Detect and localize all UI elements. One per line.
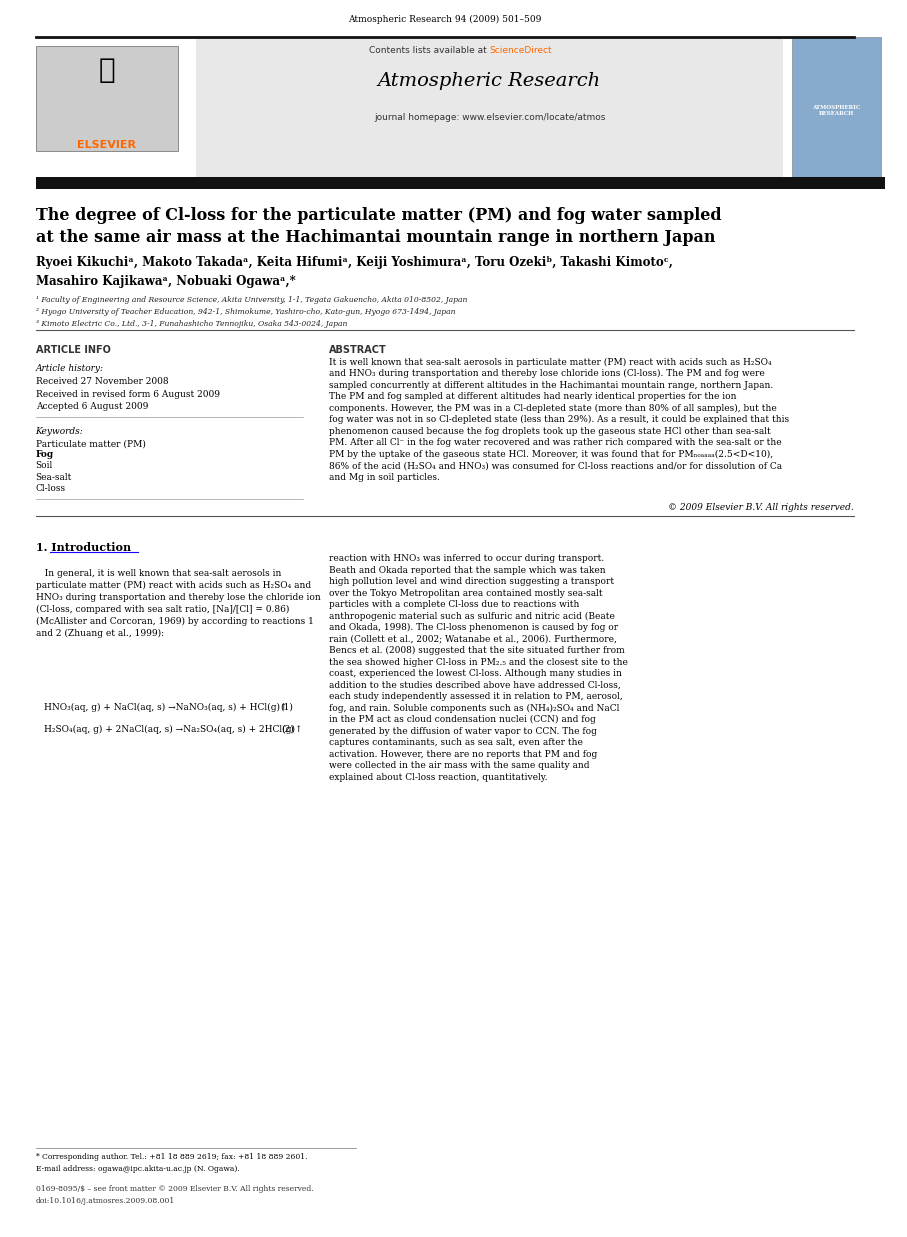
Text: at the same air mass at the Hachimantai mountain range in northern Japan: at the same air mass at the Hachimantai … — [35, 229, 715, 246]
Text: reaction with HNO₃ was inferred to occur during transport.
Beath and Okada repor: reaction with HNO₃ was inferred to occur… — [329, 554, 628, 782]
Text: Atmospheric Research 94 (2009) 501–509: Atmospheric Research 94 (2009) 501–509 — [348, 15, 541, 24]
FancyBboxPatch shape — [35, 46, 178, 151]
Text: E-mail address: ogawa@ipc.akita-u.ac.jp (N. Ogawa).: E-mail address: ogawa@ipc.akita-u.ac.jp … — [35, 1165, 239, 1173]
Text: Particulate matter (PM): Particulate matter (PM) — [35, 439, 145, 448]
Text: ARTICLE INFO: ARTICLE INFO — [35, 345, 111, 355]
Text: H₂SO₄(aq, g) + 2NaCl(aq, s) →Na₂SO₄(aq, s) + 2HCl(g)↑: H₂SO₄(aq, g) + 2NaCl(aq, s) →Na₂SO₄(aq, … — [44, 725, 303, 734]
Text: 🌳: 🌳 — [99, 56, 115, 84]
FancyBboxPatch shape — [35, 177, 885, 189]
Text: Cl-loss: Cl-loss — [35, 484, 65, 492]
Text: Soil: Soil — [35, 461, 53, 470]
Text: doi:10.1016/j.atmosres.2009.08.001: doi:10.1016/j.atmosres.2009.08.001 — [35, 1197, 175, 1205]
Text: ² Hyogo University of Teacher Education, 942-1, Shimokume, Yashiro-cho, Kato-gun: ² Hyogo University of Teacher Education,… — [35, 308, 455, 315]
Text: (2): (2) — [281, 725, 294, 734]
Text: Contents lists available at: Contents lists available at — [369, 46, 490, 54]
Text: ELSEVIER: ELSEVIER — [77, 140, 136, 150]
Text: © 2009 Elsevier B.V. All rights reserved.: © 2009 Elsevier B.V. All rights reserved… — [668, 503, 854, 512]
Text: journal homepage: www.elsevier.com/locate/atmos: journal homepage: www.elsevier.com/locat… — [374, 113, 605, 121]
Text: 1. Introduction: 1. Introduction — [35, 542, 131, 553]
Text: The degree of Cl-loss for the particulate matter (PM) and fog water sampled: The degree of Cl-loss for the particulat… — [35, 207, 721, 224]
Text: HNO₃(aq, g) + NaCl(aq, s) →NaNO₃(aq, s) + HCl(g)↑: HNO₃(aq, g) + NaCl(aq, s) →NaNO₃(aq, s) … — [44, 703, 288, 711]
Text: Accepted 6 August 2009: Accepted 6 August 2009 — [35, 402, 148, 411]
Text: 0169-8095/$ – see front matter © 2009 Elsevier B.V. All rights reserved.: 0169-8095/$ – see front matter © 2009 El… — [35, 1185, 313, 1192]
Text: Atmospheric Research: Atmospheric Research — [378, 72, 601, 90]
Text: ScienceDirect: ScienceDirect — [490, 46, 552, 54]
Text: Fog: Fog — [35, 450, 54, 459]
FancyBboxPatch shape — [196, 37, 783, 179]
Text: Article history:: Article history: — [35, 364, 103, 372]
Text: * Corresponding author. Tel.: +81 18 889 2619; fax: +81 18 889 2601.: * Corresponding author. Tel.: +81 18 889… — [35, 1153, 307, 1160]
Text: Masahiro Kajikawaᵃ, Nobuaki Ogawaᵃ,*: Masahiro Kajikawaᵃ, Nobuaki Ogawaᵃ,* — [35, 275, 296, 288]
Text: ABSTRACT: ABSTRACT — [329, 345, 387, 355]
FancyBboxPatch shape — [792, 37, 881, 179]
Text: It is well known that sea-salt aerosols in particulate matter (PM) react with ac: It is well known that sea-salt aerosols … — [329, 357, 789, 481]
Text: Keywords:: Keywords: — [35, 427, 83, 435]
Text: Ryoei Kikuchiᵃ, Makoto Takadaᵃ, Keita Hifumiᵃ, Keiji Yoshimuraᵃ, Toru Ozekiᵇ, Ta: Ryoei Kikuchiᵃ, Makoto Takadaᵃ, Keita Hi… — [35, 256, 672, 270]
Text: (1): (1) — [281, 703, 294, 711]
Text: Received 27 November 2008: Received 27 November 2008 — [35, 377, 168, 386]
Text: ³ Kimoto Electric Co., Ltd., 3-1, Funahashicho Tennojiku, Osaka 543-0024, Japan: ³ Kimoto Electric Co., Ltd., 3-1, Funaha… — [35, 320, 347, 328]
Text: Sea-salt: Sea-salt — [35, 473, 72, 481]
Text: ATMOSPHERIC
RESEARCH: ATMOSPHERIC RESEARCH — [812, 105, 861, 116]
Text: Received in revised form 6 August 2009: Received in revised form 6 August 2009 — [35, 390, 219, 398]
Text: ¹ Faculty of Engineering and Resource Science, Akita University, 1-1, Tegata Gak: ¹ Faculty of Engineering and Resource Sc… — [35, 296, 467, 303]
Text: In general, it is well known that sea-salt aerosols in
particulate matter (PM) r: In general, it is well known that sea-sa… — [35, 569, 320, 638]
